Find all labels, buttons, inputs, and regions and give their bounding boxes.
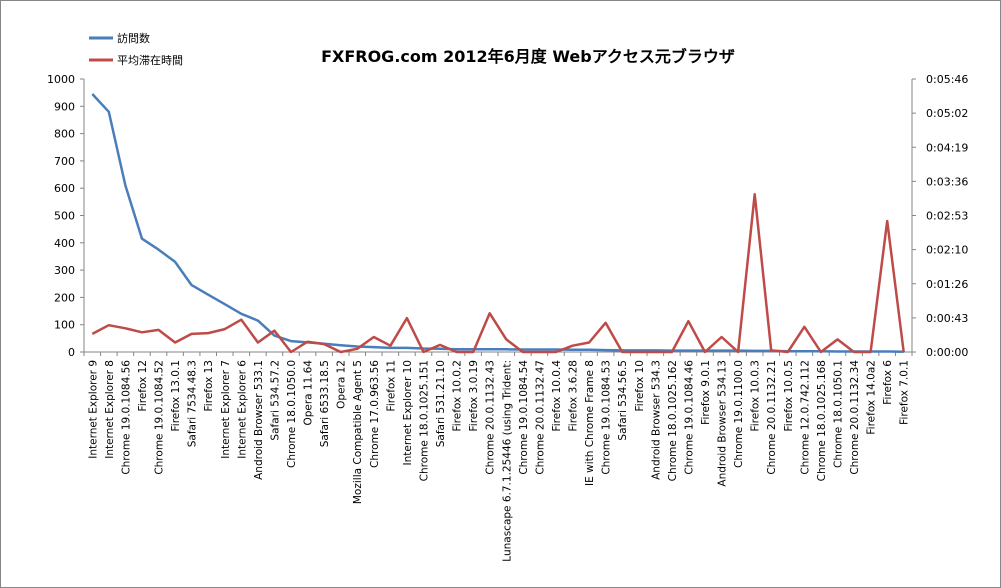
x-category-label: Firefox 9.0.1	[700, 360, 712, 425]
x-category-label: Internet Explorer 7	[220, 360, 232, 459]
x-category-label: Internet Explorer 10	[402, 360, 414, 465]
x-category-label: Firefox 10.0.3	[750, 360, 762, 432]
legend-label-visits: 訪問数	[117, 31, 150, 45]
x-category-label: Firefox 7.0.1	[899, 360, 911, 425]
x-category-label: Chrome 19.0.1084.53	[601, 360, 613, 475]
x-category-label: Firefox 13.0.1	[170, 360, 182, 432]
x-category-label: Safari 7534.48.3	[187, 360, 199, 447]
right-tick-label: 0:00:43	[926, 312, 968, 325]
series-lines	[91, 93, 905, 354]
x-category-label: Chrome 20.0.1132.47	[534, 360, 546, 475]
x-category-label: Firefox 11	[385, 360, 397, 411]
x-category-label: Chrome 12.0.742.112	[799, 360, 811, 475]
x-category-label: Mozilla Compatible Agent 5	[352, 360, 364, 504]
right-tick-label: 0:01:26	[926, 278, 968, 291]
x-category-label: Firefox 13	[203, 360, 215, 411]
x-category-label: Firefox 10.0.2	[452, 360, 464, 432]
x-category-label: Chrome 19.0.1100.0	[733, 360, 745, 468]
legend-label-avg-time: 平均滞在時間	[117, 54, 183, 67]
right-tick-label: 0:02:53	[926, 210, 968, 223]
x-category-label: Chrome 20.0.1132.43	[485, 360, 497, 475]
x-category-label: IE with Chrome Frame 8	[584, 360, 596, 486]
x-category-label: Firefox 10.0.4	[551, 360, 563, 432]
left-tick-label: 700	[54, 155, 75, 168]
right-tick-label: 0:05:02	[926, 107, 968, 120]
legend: 訪問数 平均滞在時間	[89, 31, 183, 67]
x-category-label: Firefox 10	[634, 360, 646, 411]
x-category-label: Chrome 20.0.1132.21	[766, 360, 778, 475]
x-category-label: Opera 12	[336, 360, 348, 409]
x-category-label: Chrome 17.0.963.56	[369, 360, 381, 468]
x-category-label: Internet Explorer 6	[236, 360, 248, 459]
left-tick-label: 300	[54, 264, 75, 277]
chart-title: FXFROG.com 2012年6月度 Webアクセス元ブラウザ	[321, 47, 735, 66]
x-category-label: Firefox 3.0.19	[468, 360, 480, 432]
x-category-label: Safari 6533.18.5	[319, 360, 331, 447]
x-category-label: Firefox 6	[882, 360, 894, 405]
left-tick-label: 1000	[47, 73, 75, 86]
x-category-label: Android Browser 533.1	[253, 360, 265, 480]
left-tick-label: 900	[54, 100, 75, 113]
left-axis-ticks: 0 100 200 300 400 500 600 700 800 900 1000	[47, 73, 84, 359]
left-tick-label: 500	[54, 210, 75, 223]
x-category-label: Safari 531.21.10	[435, 360, 447, 447]
x-category-label: Internet Explorer 8	[104, 360, 116, 459]
right-tick-label: 0:04:19	[926, 141, 968, 154]
x-category-label: Chrome 20.0.1132.34	[849, 360, 861, 475]
x-category-label: Opera 11.64	[303, 360, 315, 426]
series-line-visits	[91, 93, 904, 353]
x-category-label: Firefox 12	[137, 360, 149, 411]
right-tick-label: 0:03:36	[926, 175, 968, 188]
x-category-label: Firefox 14.0a2	[866, 360, 878, 435]
x-category-label: Firefox 3.6.28	[568, 360, 580, 432]
x-category-label: Android Browser 534.3	[650, 360, 662, 480]
left-tick-label: 200	[54, 291, 75, 304]
left-tick-label: 0	[68, 346, 75, 359]
right-tick-label: 0:05:46	[926, 73, 968, 86]
category-labels: Internet Explorer 9 Internet Explorer 8 Ch…	[83, 352, 913, 562]
x-category-label: Firefox 10.0.5	[783, 360, 795, 432]
x-category-label: Chrome 19.0.1084.56	[120, 360, 132, 475]
x-category-label: Chrome 19.0.1084.46	[683, 360, 695, 475]
x-category-label: Lunascape 6.7.1.25446 (using Trident:	[501, 360, 513, 562]
axes	[83, 79, 913, 353]
left-tick-label: 100	[54, 319, 75, 332]
series-line-avg-time	[91, 192, 905, 354]
right-axis-ticks: 0:00:00 0:00:43 0:01:26 0:02:10 0:02:53 0:03:…	[912, 73, 968, 359]
right-tick-label: 0:00:00	[926, 346, 968, 359]
x-category-label: Chrome 18.0.1050.1	[832, 360, 844, 468]
x-category-label: Chrome 18.0.1025.151	[418, 360, 430, 481]
x-category-label: Safari 534.57.2	[269, 360, 281, 441]
left-tick-label: 800	[54, 128, 75, 141]
x-category-label: Android Browser 534.13	[717, 360, 729, 487]
x-category-label: Safari 534.56.5	[617, 360, 629, 441]
x-category-label: Chrome 18.0.1025.168	[816, 360, 828, 481]
x-category-label: Chrome 18.0.1025.162	[667, 360, 679, 481]
left-tick-label: 400	[54, 237, 75, 250]
x-category-label: Internet Explorer 9	[87, 360, 99, 459]
right-tick-label: 0:02:10	[926, 244, 968, 257]
x-category-label: Chrome 19.0.1084.52	[154, 360, 166, 475]
x-category-label: Chrome 18.0.1050.0	[286, 360, 298, 468]
x-category-label: Chrome 19.0.1084.54	[518, 360, 530, 475]
left-tick-label: 600	[54, 182, 75, 195]
